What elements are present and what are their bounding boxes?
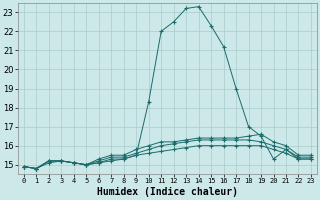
X-axis label: Humidex (Indice chaleur): Humidex (Indice chaleur) [97, 187, 238, 197]
